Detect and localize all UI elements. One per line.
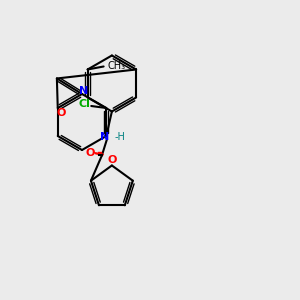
Text: O: O (85, 148, 94, 158)
Text: N: N (100, 133, 110, 142)
Text: -H: -H (115, 133, 126, 142)
Text: CH₃: CH₃ (108, 61, 126, 71)
Text: O: O (56, 108, 65, 118)
Text: O: O (107, 155, 117, 166)
Text: Cl: Cl (78, 99, 90, 109)
Text: N: N (80, 86, 88, 96)
